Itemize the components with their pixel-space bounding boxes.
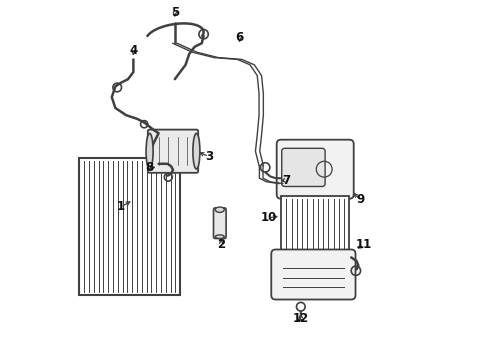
- Text: 2: 2: [218, 238, 226, 251]
- Bar: [281, 196, 349, 252]
- Ellipse shape: [215, 207, 224, 212]
- Text: 9: 9: [356, 193, 365, 206]
- Text: 5: 5: [171, 6, 179, 19]
- Text: 1: 1: [117, 201, 125, 213]
- FancyBboxPatch shape: [282, 148, 325, 186]
- Text: 10: 10: [260, 211, 276, 224]
- Text: 6: 6: [236, 31, 244, 44]
- Text: 12: 12: [293, 312, 309, 325]
- Text: 3: 3: [205, 150, 213, 163]
- Text: 11: 11: [356, 238, 372, 251]
- Ellipse shape: [215, 235, 224, 238]
- Text: 4: 4: [129, 44, 138, 57]
- Text: 7: 7: [282, 174, 291, 186]
- FancyBboxPatch shape: [271, 249, 356, 300]
- Ellipse shape: [146, 134, 153, 169]
- Ellipse shape: [193, 134, 200, 169]
- Bar: [79, 158, 180, 295]
- FancyBboxPatch shape: [214, 208, 226, 238]
- FancyBboxPatch shape: [148, 130, 198, 173]
- FancyBboxPatch shape: [277, 140, 354, 199]
- Text: 8: 8: [146, 161, 154, 174]
